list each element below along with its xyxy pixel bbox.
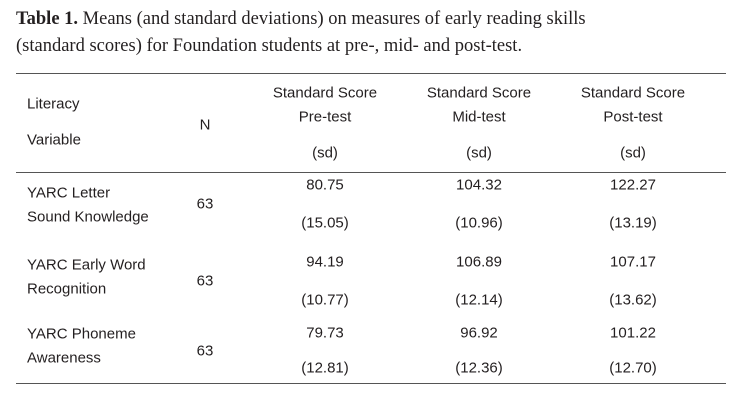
cell-mean: 107.17 (610, 253, 656, 271)
cell-sd: (12.14) (455, 291, 503, 309)
row-n: 63 (196, 195, 214, 213)
header-column: Standard Score (272, 84, 378, 102)
row-n: 63 (196, 272, 214, 290)
cell-sd: (15.05) (301, 214, 349, 232)
cell-mean: 79.73 (306, 324, 344, 342)
header-n: N (199, 116, 211, 134)
cell-sd: (13.62) (609, 291, 657, 309)
bottom-rule (16, 383, 726, 384)
caption-text: Means (and standard deviations) on measu… (82, 9, 586, 29)
caption-label: Table 1. (16, 9, 79, 29)
top-rule (16, 73, 726, 74)
header-sd: (sd) (620, 144, 646, 162)
cell-sd: (12.70) (609, 359, 657, 377)
cell-sd: (13.19) (609, 214, 657, 232)
header-column: Mid-test (452, 108, 506, 126)
header-rule (16, 172, 726, 173)
cell-mean: 104.32 (456, 176, 502, 194)
header-variable: Literacy (27, 95, 80, 113)
header-column: Pre-test (298, 108, 352, 126)
cell-mean: 96.92 (460, 324, 498, 342)
header-column: Standard Score (580, 84, 686, 102)
cell-sd: (12.81) (301, 359, 349, 377)
header-sd: (sd) (466, 144, 492, 162)
row-variable: Recognition (27, 280, 107, 298)
row-variable: YARC Phoneme (27, 325, 136, 343)
cell-mean: 80.75 (306, 176, 344, 194)
caption-line: Table 1. Means (and standard deviations)… (16, 10, 586, 29)
header-variable: Variable (27, 131, 81, 149)
header-column: Post-test (603, 108, 663, 126)
cell-sd: (10.96) (455, 214, 503, 232)
cell-sd: (10.77) (301, 291, 349, 309)
cell-sd: (12.36) (455, 359, 503, 377)
row-variable: YARC Early Word (27, 256, 146, 274)
header-column: Standard Score (426, 84, 532, 102)
row-variable: Awareness (27, 349, 101, 367)
cell-mean: 122.27 (610, 176, 656, 194)
caption-line: (standard scores) for Foundation student… (16, 36, 523, 56)
row-n: 63 (196, 342, 214, 359)
row-variable: Sound Knowledge (27, 208, 149, 226)
cell-mean: 94.19 (306, 253, 344, 271)
row-variable: YARC Letter (27, 184, 111, 202)
cell-mean: 101.22 (610, 324, 656, 342)
cell-mean: 106.89 (456, 253, 502, 271)
header-sd: (sd) (312, 144, 338, 162)
